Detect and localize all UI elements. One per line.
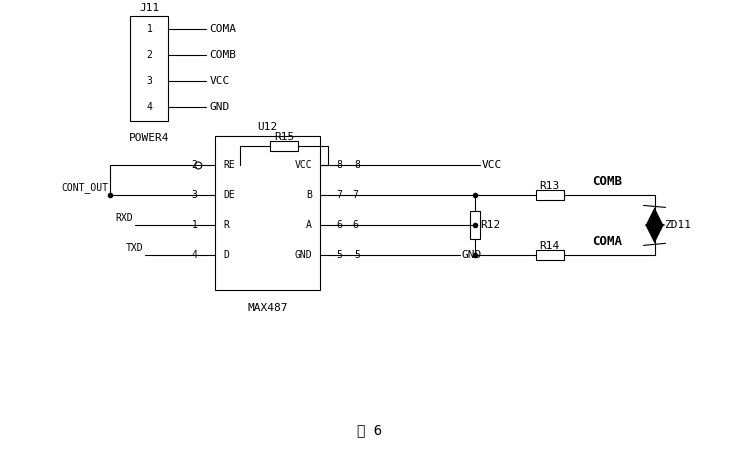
Text: 4: 4 <box>191 250 197 261</box>
Text: 6: 6 <box>336 220 342 230</box>
Text: 4: 4 <box>147 102 153 112</box>
Text: 5: 5 <box>336 250 342 261</box>
Text: CONT_OUT: CONT_OUT <box>62 183 108 194</box>
Text: 5: 5 <box>354 250 360 261</box>
Text: 6: 6 <box>352 220 358 230</box>
Bar <box>216 135 320 290</box>
Text: RXD: RXD <box>116 213 133 223</box>
Text: D: D <box>223 250 229 261</box>
Text: 2: 2 <box>147 50 153 60</box>
Bar <box>270 140 298 150</box>
Text: COMB: COMB <box>591 176 622 189</box>
Polygon shape <box>645 225 663 243</box>
Text: R12: R12 <box>480 220 500 230</box>
Text: 7: 7 <box>336 190 342 200</box>
Text: ZD11: ZD11 <box>665 220 691 230</box>
Text: B: B <box>306 190 312 200</box>
Text: MAX487: MAX487 <box>247 303 288 313</box>
Polygon shape <box>645 207 663 225</box>
Text: VCC: VCC <box>209 76 230 86</box>
Text: VCC: VCC <box>482 161 502 171</box>
Text: COMA: COMA <box>209 24 236 34</box>
Text: R: R <box>223 220 229 230</box>
Text: TXD: TXD <box>126 243 144 253</box>
Text: GND: GND <box>209 102 230 112</box>
Text: GND: GND <box>294 250 312 261</box>
Text: GND: GND <box>462 250 482 261</box>
Text: 8: 8 <box>354 161 360 171</box>
Text: 2: 2 <box>191 161 197 171</box>
Text: 1: 1 <box>147 24 153 34</box>
Text: R14: R14 <box>539 241 559 252</box>
Text: POWER4: POWER4 <box>129 133 170 143</box>
Text: COMB: COMB <box>209 50 236 60</box>
Text: U12: U12 <box>258 122 278 131</box>
Bar <box>130 16 168 121</box>
Text: J11: J11 <box>139 3 159 13</box>
Text: 1: 1 <box>191 220 197 230</box>
Text: VCC: VCC <box>294 161 312 171</box>
Bar <box>536 250 564 260</box>
Text: 图 6: 图 6 <box>357 423 382 437</box>
Bar <box>536 190 564 200</box>
Text: A: A <box>306 220 312 230</box>
Text: DE: DE <box>223 190 235 200</box>
Text: 3: 3 <box>147 76 153 86</box>
Text: 8: 8 <box>336 161 342 171</box>
Bar <box>470 212 480 239</box>
Text: R13: R13 <box>539 181 559 191</box>
Text: 7: 7 <box>352 190 358 200</box>
Text: R15: R15 <box>274 131 294 141</box>
Text: 3: 3 <box>191 190 197 200</box>
Text: COMA: COMA <box>591 235 622 248</box>
Text: RE: RE <box>223 161 235 171</box>
